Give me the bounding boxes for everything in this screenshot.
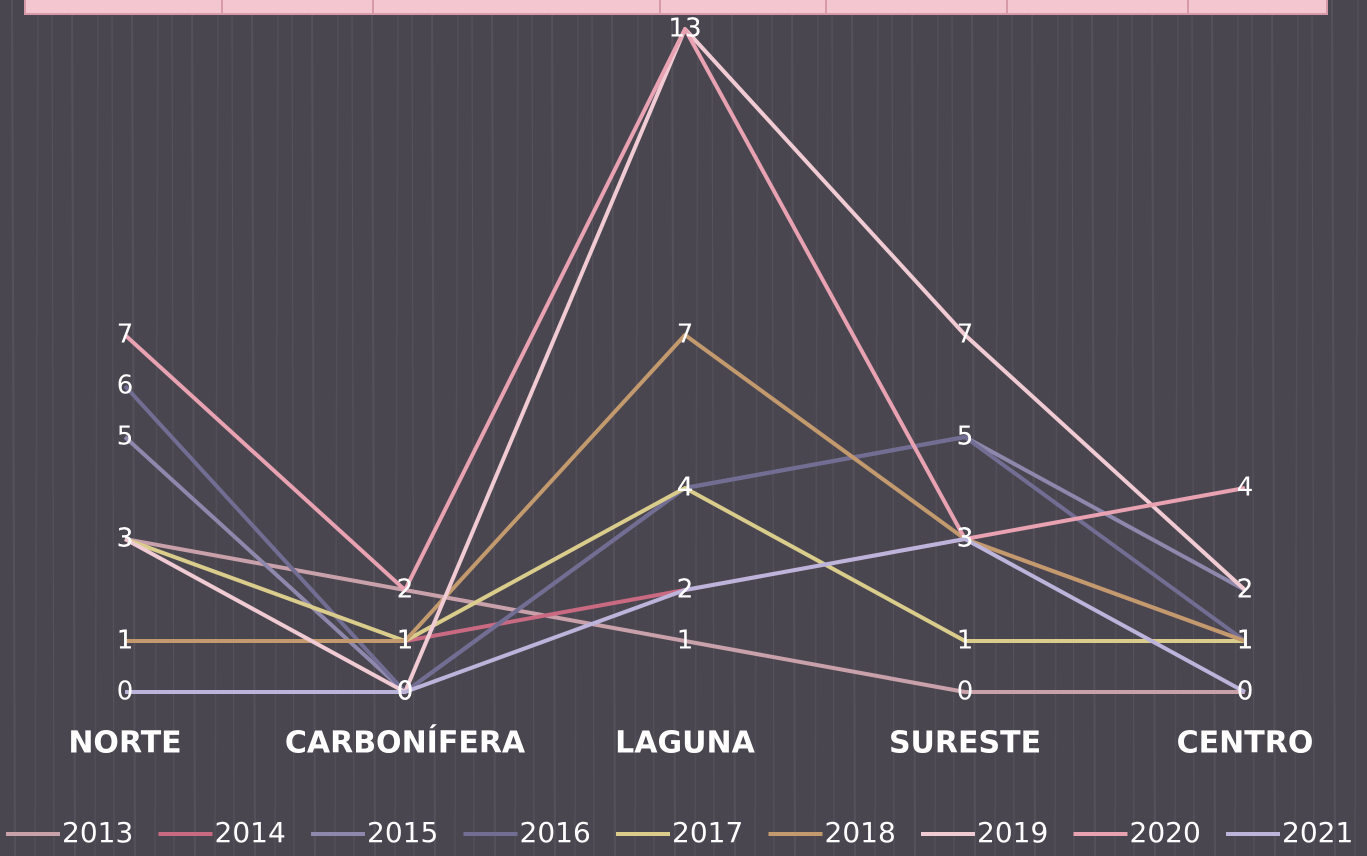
legend-label: 2018 <box>825 816 896 849</box>
table-strip <box>24 0 1328 15</box>
data-label: 3 <box>117 524 134 554</box>
data-label: 5 <box>957 422 974 452</box>
x-tick-label: CENTRO <box>1177 726 1314 761</box>
legend-label: 2013 <box>62 816 133 849</box>
data-label: 2 <box>1237 575 1254 605</box>
data-label: 1 <box>957 626 974 656</box>
data-label: 0 <box>397 677 414 707</box>
data-label: 3 <box>957 524 974 554</box>
data-label: 5 <box>117 422 134 452</box>
data-label: 2 <box>397 575 414 605</box>
data-label: 13 <box>668 14 701 44</box>
data-label: 0 <box>117 677 134 707</box>
x-tick-label: SURESTE <box>889 726 1041 761</box>
legend-label: 2015 <box>367 816 438 849</box>
data-label: 0 <box>1237 677 1254 707</box>
data-label: 1 <box>1237 626 1254 656</box>
legend-label: 2021 <box>1282 816 1353 849</box>
data-label: 1 <box>677 626 694 656</box>
legend-label: 2014 <box>215 816 286 849</box>
data-label: 0 <box>397 677 414 707</box>
data-label: 7 <box>117 320 134 350</box>
series-line <box>124 537 1245 694</box>
data-label: 1 <box>117 626 134 656</box>
data-label: 4 <box>677 473 694 503</box>
data-label: 1 <box>397 626 414 656</box>
data-label: 1 <box>117 626 134 656</box>
data-label: 2 <box>677 575 694 605</box>
data-label: 7 <box>677 320 694 350</box>
data-label: 3 <box>117 524 134 554</box>
data-label: 3 <box>957 524 974 554</box>
data-label: 5 <box>957 422 974 452</box>
data-label: 3 <box>957 524 974 554</box>
data-label: 1 <box>1237 626 1254 656</box>
data-label: 1 <box>397 626 414 656</box>
data-label: 7 <box>957 320 974 350</box>
data-label: 4 <box>677 473 694 503</box>
legend-label: 2016 <box>520 816 591 849</box>
data-label: 1 <box>397 626 414 656</box>
data-label: 1 <box>1237 626 1254 656</box>
data-label: 3 <box>957 524 974 554</box>
data-label: 0 <box>397 677 414 707</box>
data-label: 0 <box>957 677 974 707</box>
legend-label: 2017 <box>672 816 743 849</box>
x-tick-label: CARBONÍFERA <box>285 725 526 761</box>
data-label: 2 <box>677 575 694 605</box>
legend-label: 2020 <box>1130 816 1201 849</box>
legend-label: 2019 <box>977 816 1048 849</box>
data-label: 6 <box>117 371 134 401</box>
x-tick-label: LAGUNA <box>615 726 755 761</box>
series-line <box>124 486 1245 643</box>
data-label: 4 <box>1237 473 1254 503</box>
series-line <box>123 27 1246 592</box>
series-line <box>125 537 1246 694</box>
data-label: 2 <box>1237 575 1254 605</box>
data-label: 13 <box>668 14 701 44</box>
data-label: 4 <box>677 473 694 503</box>
data-label: 1 <box>1237 626 1254 656</box>
data-label: 0 <box>397 677 414 707</box>
x-tick-label: NORTE <box>68 726 181 761</box>
data-label: 0 <box>1237 677 1254 707</box>
data-label: 3 <box>117 524 134 554</box>
data-label: 2 <box>397 575 414 605</box>
